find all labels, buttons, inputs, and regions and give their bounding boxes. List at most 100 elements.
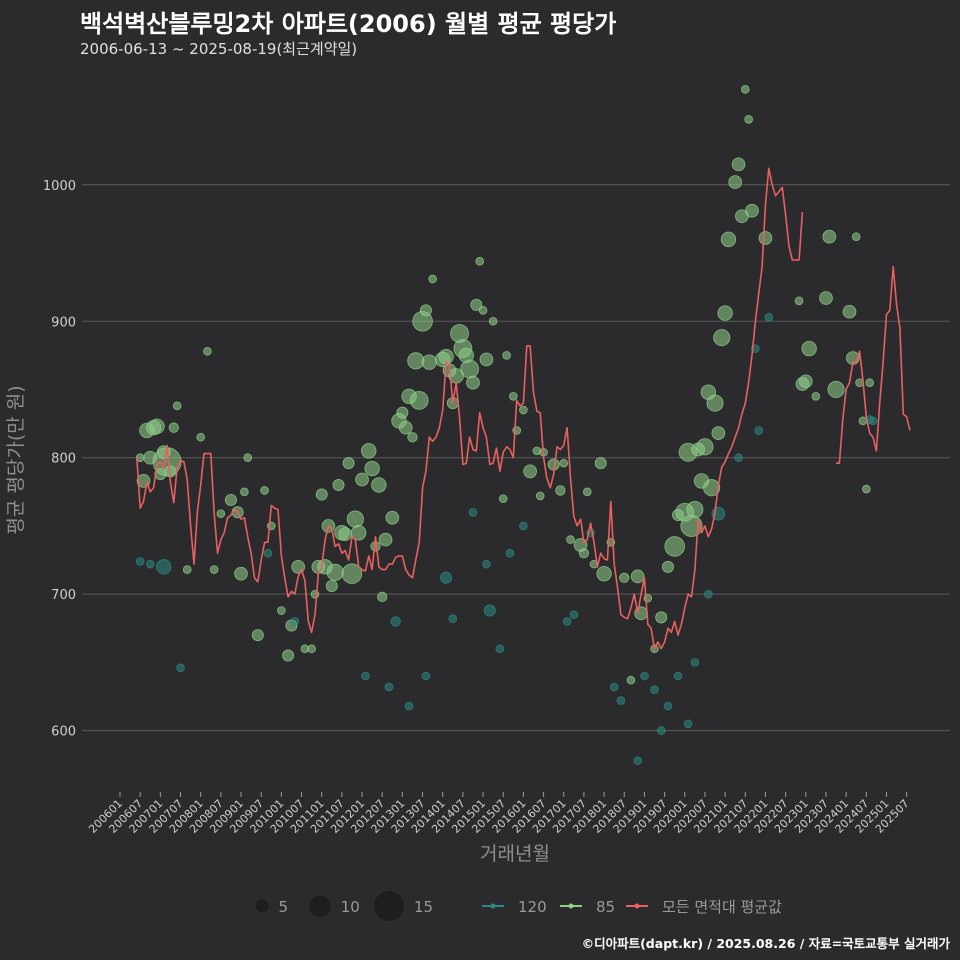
scatter-point-120 [663, 701, 673, 711]
x-axis-title: 거래년월 [480, 843, 550, 865]
legend-series-dot [634, 903, 640, 909]
scatter-point-85 [801, 340, 817, 357]
scatter-point-85 [680, 514, 703, 538]
scatter-point-120 [495, 644, 505, 654]
scatter-point-85 [686, 501, 704, 519]
scatter-point-120 [468, 507, 478, 517]
scatter-point-85 [842, 304, 857, 319]
scatter-point-85 [371, 477, 387, 493]
scatter-point-120 [263, 548, 273, 558]
scatter-point-85 [407, 352, 425, 370]
scatter-point-85 [260, 486, 269, 495]
scatter-point-85 [523, 464, 537, 479]
source-caption: ©디아파트(dapt.kr) / 2025.08.26 / 자료=국토교통부 실… [581, 936, 950, 951]
scatter-point-120 [690, 658, 700, 667]
legend-size-key [255, 899, 269, 913]
scatter-point-85 [794, 296, 804, 306]
scatter-point-120 [683, 719, 693, 729]
scatter-point-85 [396, 406, 409, 419]
legend-size-label: 10 [341, 898, 360, 916]
scatter-point-85 [342, 457, 355, 470]
scatter-point-85 [326, 563, 344, 581]
scatter-point-120 [448, 614, 458, 624]
scatter-point-85 [740, 84, 750, 94]
scatter-point-85 [338, 527, 353, 541]
scatter-point-85 [519, 405, 528, 415]
scatter-point-85 [310, 589, 320, 599]
scatter-point-120 [390, 616, 401, 627]
legend-series-label: 85 [596, 898, 615, 916]
scatter-point-85 [203, 346, 212, 356]
scatter-point-120 [640, 671, 649, 681]
scatter-point-85 [706, 394, 724, 412]
scatter-point-85 [717, 305, 733, 321]
scatter-point-85 [466, 375, 480, 390]
scatter-point-120 [290, 617, 300, 626]
scatter-point-120 [562, 617, 572, 626]
y-axis-ticks: 600 700 800 900 1000 [43, 179, 76, 740]
scatter-point-120 [440, 571, 453, 584]
scatter-point-85 [346, 510, 364, 528]
scatter-point-85 [428, 274, 437, 284]
scatter-point-85 [182, 565, 192, 574]
scatter-point-85 [315, 488, 328, 501]
scatter-point-120 [569, 610, 579, 619]
scatter-point-120 [421, 671, 431, 681]
scatter-point-120 [616, 696, 626, 705]
scatter-point-85 [377, 591, 388, 603]
scatter-point-120 [633, 756, 643, 765]
scatter-point-85 [498, 494, 508, 503]
scatter-point-85 [409, 390, 429, 410]
average-line-segment [136, 167, 804, 650]
scatter-point-120 [673, 671, 683, 681]
scatter-point-85 [407, 432, 418, 443]
scatter-point-85 [243, 453, 253, 463]
y-tick-label: 600 [51, 725, 76, 740]
scatter-point-85 [630, 569, 645, 584]
scatter-point-85 [728, 175, 743, 189]
scatter-point-120 [361, 671, 370, 681]
scatter-point-85 [713, 329, 731, 347]
scatter-point-85 [282, 649, 295, 662]
scatter-point-85 [798, 374, 813, 389]
legend-series-dot [568, 903, 574, 909]
y-tick-label: 800 [51, 452, 76, 467]
scatter-point-85 [535, 491, 545, 501]
scatter-point-85 [822, 229, 837, 244]
scatter-point-85 [475, 256, 485, 266]
scatter-point-120 [868, 416, 878, 426]
scatter-point-120 [505, 548, 515, 558]
scatter-points [135, 84, 878, 765]
grid-lines [82, 184, 950, 732]
scatter-point-85 [555, 485, 566, 496]
scatter-point-85 [811, 391, 821, 401]
scatter-point-85 [234, 566, 248, 581]
scatter-point-85 [168, 422, 179, 433]
scatter-point-85 [332, 478, 345, 491]
scatter-point-85 [361, 443, 377, 459]
scatter-point-85 [703, 479, 721, 497]
scatter-point-85 [664, 536, 685, 557]
scatter-point-85 [502, 351, 511, 360]
scatter-point-85 [341, 563, 363, 584]
scatter-point-85 [364, 460, 380, 477]
legend-size-label: 15 [414, 898, 433, 916]
scatter-point-85 [479, 352, 494, 367]
legend-series-label: 120 [518, 898, 547, 916]
x-axis-ticks: 2006012006072007012007072008012008072009… [86, 792, 912, 836]
scatter-point-85 [861, 484, 871, 494]
scatter-point-85 [398, 420, 413, 435]
scatter-point-85 [619, 572, 630, 583]
y-tick-label: 700 [51, 588, 76, 603]
scatter-point-85 [596, 565, 612, 582]
scatter-point-85 [661, 560, 674, 573]
scatter-point-85 [419, 304, 432, 317]
scatter-point-120 [609, 682, 619, 692]
scatter-point-85 [626, 675, 636, 685]
scatter-point-120 [764, 312, 774, 322]
scatter-point-85 [744, 115, 753, 124]
scatter-point-85 [711, 426, 726, 440]
scatter-point-120 [145, 559, 155, 569]
y-tick-label: 1000 [43, 179, 76, 194]
